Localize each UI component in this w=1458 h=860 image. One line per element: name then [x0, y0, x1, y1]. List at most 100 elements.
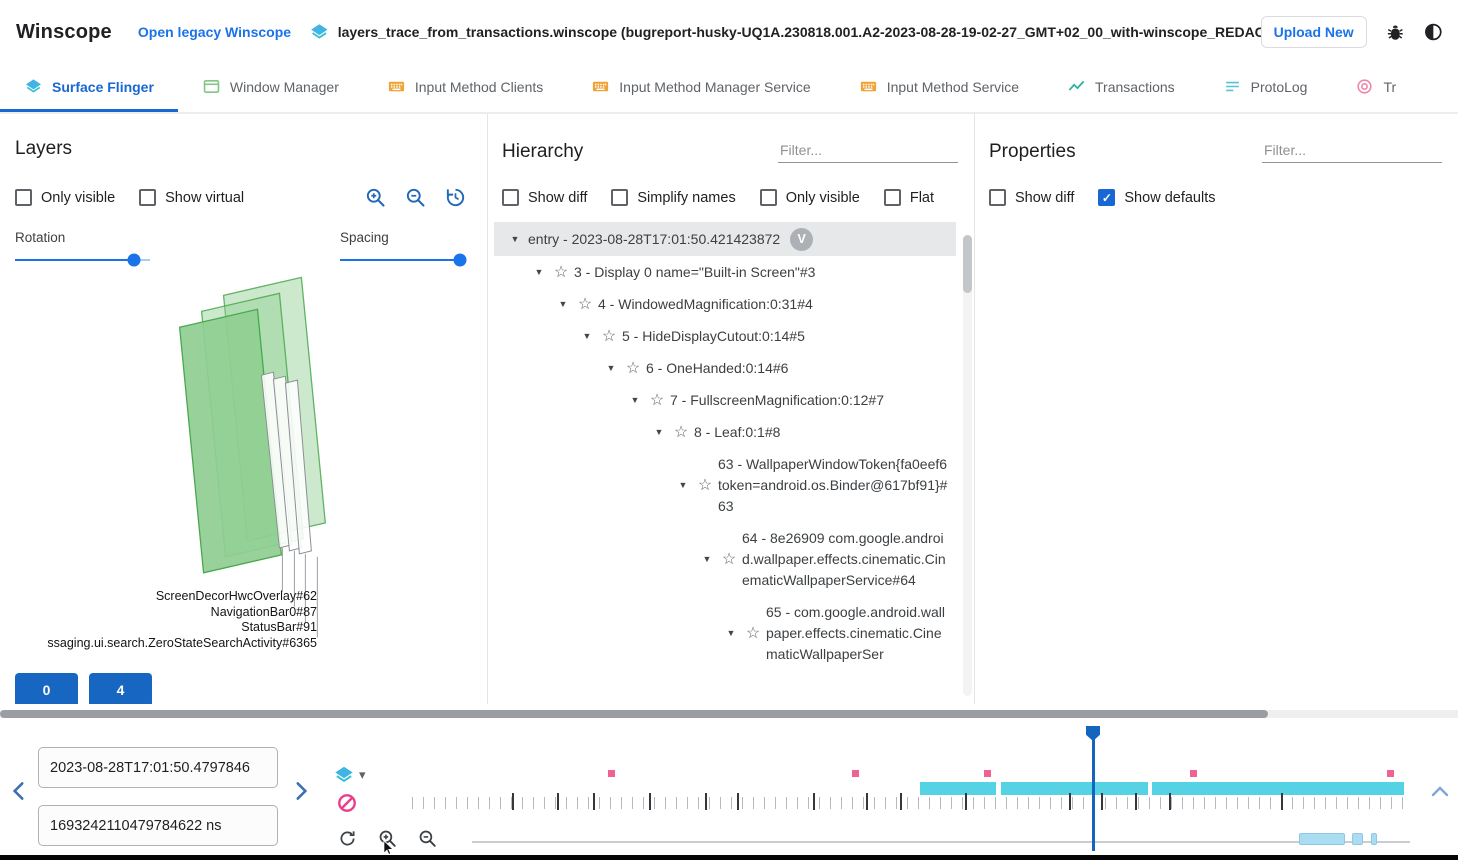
layers-3d-view[interactable]: ScreenDecorHwcOverlay#62 NavigationBar0#8… — [0, 267, 487, 669]
zoom-out-icon[interactable] — [404, 186, 427, 209]
tree-node[interactable]: ▼ ☆ 3 - Display 0 name="Built-in Screen"#3 — [494, 256, 956, 288]
hierarchy-scrollbar-thumb[interactable] — [963, 235, 972, 293]
hierarchy-simplify-names-checkbox[interactable]: Simplify names — [611, 189, 736, 206]
checkbox[interactable] — [139, 189, 157, 206]
pin-star-icon[interactable]: ☆ — [697, 476, 713, 494]
tree-node[interactable]: ▼ ☆ 4 - WindowedMagnification:0:31#4 — [494, 288, 956, 320]
tab-tr[interactable]: Tr — [1331, 64, 1420, 112]
tree-node[interactable]: ▼ ☆ 64 - 8e26909 com.google.android.wallpa… — [494, 522, 956, 596]
checkbox[interactable] — [611, 189, 629, 206]
hierarchy-filter-input[interactable] — [778, 138, 958, 163]
pin-star-icon[interactable]: ☆ — [601, 327, 617, 345]
tree-node[interactable]: ▼ ☆ 7 - FullscreenMagnification:0:12#7 — [494, 384, 956, 416]
hierarchy-only-visible-checkbox[interactable]: Only visible — [759, 189, 860, 206]
expand-arrow-icon[interactable]: ▼ — [654, 426, 664, 437]
hierarchy-flat-checkbox[interactable]: Flat — [883, 189, 934, 206]
tree-node[interactable]: ▼ entry - 2023-08-28T17:01:50.421423872 V — [494, 222, 956, 256]
pin-star-icon[interactable]: ☆ — [745, 624, 761, 642]
expand-arrow-icon[interactable]: ▼ — [582, 330, 592, 341]
tree-node[interactable]: ▼ ☆ 63 - WallpaperWindowToken{fa0eef6 toke… — [494, 448, 956, 522]
prev-entry-button[interactable] — [6, 778, 32, 804]
expand-arrow-icon[interactable]: ▼ — [606, 362, 616, 373]
zoom-in-icon[interactable] — [364, 186, 387, 209]
pin-star-icon[interactable]: ☆ — [673, 423, 689, 441]
tab-protolog[interactable]: ProtoLog — [1199, 64, 1332, 112]
sf-track-icon[interactable] — [333, 764, 355, 786]
timeline-event-marker[interactable] — [608, 770, 615, 777]
expand-arrow-icon[interactable]: ▼ — [558, 298, 568, 309]
list-icon — [1223, 77, 1242, 96]
transactions-segment[interactable] — [1299, 833, 1345, 845]
tree-node[interactable]: ▼ ☆ 65 - com.google.android.wallpaper.effe… — [494, 596, 956, 666]
spacing-slider[interactable] — [340, 253, 467, 267]
transactions-segment[interactable] — [1352, 833, 1363, 845]
current-timestamp-ns-box[interactable]: 1693242110479784622 ns — [38, 805, 278, 846]
spacing-slider-thumb[interactable] — [453, 253, 467, 267]
properties-show-defaults-checkbox[interactable]: ✓ Show defaults — [1098, 189, 1215, 206]
tree-node[interactable]: ▼ ☆ 8 - Leaf:0:1#8 — [494, 416, 956, 448]
pin-star-icon[interactable]: ☆ — [625, 359, 641, 377]
pin-star-icon[interactable]: ☆ — [577, 295, 593, 313]
hierarchy-scrollbar[interactable] — [963, 235, 972, 696]
current-timestamp-box[interactable]: 2023-08-28T17:01:50.4797846 — [38, 747, 278, 788]
expand-arrow-icon[interactable]: ▼ — [534, 266, 544, 277]
properties-filter-input[interactable] — [1262, 138, 1442, 163]
timeline-zoom-out-button[interactable] — [417, 828, 438, 849]
timeline-event-marker[interactable] — [984, 770, 991, 777]
timeline-event-marker[interactable] — [1387, 770, 1394, 777]
display-button-4[interactable]: 4 — [89, 673, 152, 704]
checkbox[interactable] — [883, 189, 901, 206]
tree-node[interactable]: ▼ ☆ 6 - OneHanded:0:14#6 — [494, 352, 956, 384]
tab-surface-flinger[interactable]: Surface Flinger — [0, 64, 178, 112]
checkbox[interactable] — [15, 189, 32, 206]
rotation-slider[interactable] — [15, 253, 150, 267]
checkbox[interactable] — [759, 189, 777, 206]
pin-star-icon[interactable]: ☆ — [649, 391, 665, 409]
pin-star-icon[interactable]: ☆ — [553, 263, 569, 281]
timeline-scrollbar[interactable] — [0, 710, 1268, 718]
legacy-winscope-link[interactable]: Open legacy Winscope — [137, 24, 292, 40]
expand-timeline-button[interactable] — [1428, 780, 1452, 804]
tab-input-method-manager-service[interactable]: Input Method Manager Service — [567, 64, 834, 112]
sf-trace-segment[interactable] — [1001, 782, 1148, 795]
sf-trace-segment[interactable] — [920, 782, 996, 795]
tab-transactions[interactable]: Transactions — [1043, 64, 1199, 112]
tree-node-label: 4 - WindowedMagnification:0:31#4 — [598, 295, 813, 312]
expand-arrow-icon[interactable]: ▼ — [726, 627, 736, 638]
checkbox[interactable] — [989, 189, 1006, 206]
expand-arrow-icon[interactable]: ▼ — [630, 394, 640, 405]
transactions-disabled-icon[interactable] — [336, 792, 358, 814]
properties-show-diff-checkbox[interactable]: Show diff — [989, 189, 1074, 206]
layers-3d-canvas[interactable] — [0, 267, 487, 669]
timeline-event-marker[interactable] — [1190, 770, 1197, 777]
upload-new-button[interactable]: Upload New — [1260, 16, 1367, 48]
expand-arrow-icon[interactable]: ▼ — [702, 553, 712, 564]
display-button-0[interactable]: 0 — [15, 673, 78, 704]
timeline-event-marker[interactable] — [852, 770, 859, 777]
tab-input-method-service[interactable]: Input Method Service — [835, 64, 1043, 112]
sf-trace-segment[interactable] — [1152, 782, 1404, 795]
layers-only-visible-checkbox[interactable]: Only visible — [15, 189, 115, 206]
restore-history-icon[interactable] — [444, 186, 467, 209]
timeline-cursor-handle[interactable] — [1086, 726, 1100, 741]
bug-report-icon[interactable] — [1385, 21, 1406, 43]
expand-arrow-icon[interactable]: ▼ — [678, 479, 688, 490]
rotation-slider-thumb[interactable] — [127, 253, 141, 267]
hierarchy-show-diff-checkbox[interactable]: Show diff — [502, 189, 587, 206]
tab-input-method-clients[interactable]: Input Method Clients — [363, 64, 567, 112]
keyboard-icon — [387, 77, 406, 96]
dark-mode-icon[interactable] — [1423, 21, 1444, 43]
tab-window-manager[interactable]: Window Manager — [178, 64, 363, 112]
expand-arrow-icon[interactable]: ▼ — [510, 233, 520, 244]
tree-node[interactable]: ▼ ☆ 5 - HideDisplayCutout:0:14#5 — [494, 320, 956, 352]
timeline-reset-zoom-button[interactable] — [337, 828, 358, 849]
timeline-cursor-line[interactable] — [1091, 739, 1095, 851]
layers-show-virtual-checkbox[interactable]: Show virtual — [139, 189, 244, 206]
next-entry-button[interactable] — [288, 778, 314, 804]
pin-star-icon[interactable]: ☆ — [721, 550, 737, 568]
checkbox[interactable]: ✓ — [1098, 189, 1116, 206]
checkbox[interactable] — [502, 189, 519, 206]
sf-track-caret-icon[interactable]: ▾ — [359, 767, 366, 782]
transactions-segment[interactable] — [1371, 833, 1377, 845]
timeline-tracks[interactable] — [410, 726, 1410, 853]
